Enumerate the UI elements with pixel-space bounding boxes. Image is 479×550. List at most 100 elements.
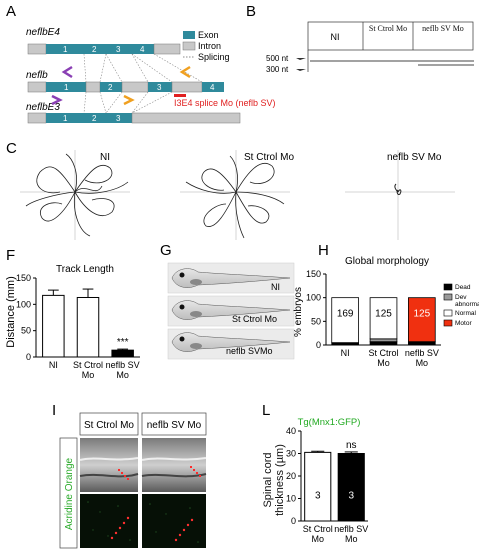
exon-box	[46, 44, 84, 54]
y-tick-label: 0	[26, 352, 31, 362]
intron-segment	[85, 81, 101, 93]
exon-box	[132, 44, 154, 54]
marker-300: 300 nt	[266, 65, 289, 74]
legend-swatch	[443, 319, 453, 327]
morpholino-target-mark	[174, 94, 186, 97]
panel-f-track-length-chart: Track Length Distance (mm) 0 50 100 150 NI St…	[5, 264, 140, 380]
marker-500: 500 nt	[266, 54, 289, 63]
panel-label-g: G	[160, 242, 172, 259]
legend-label: Dead	[455, 284, 471, 291]
n-label: 3	[348, 491, 354, 502]
y-tick-label: 50	[21, 326, 31, 336]
track-plot-neflb-sv	[345, 150, 455, 240]
exon-number: 4	[140, 45, 145, 54]
legend-label-exon: Exon	[198, 30, 219, 40]
bar-segment	[331, 297, 359, 344]
legend-swatch-exon	[183, 31, 195, 39]
y-tick-label: 0	[291, 516, 296, 526]
exon-number: 1	[63, 45, 68, 54]
y-tick-label: 150	[306, 269, 321, 279]
x-tick-label: St Ctrol Mo	[73, 360, 103, 380]
n-label: 125	[375, 309, 392, 320]
y-tick-label: 30	[286, 449, 296, 459]
utr-segment	[153, 43, 181, 55]
exon-number: 3	[116, 45, 121, 54]
bar	[111, 349, 134, 358]
panel-c-tracks: NI St Ctrol Mo neflb SV	[20, 150, 455, 240]
exon-number: 1	[63, 114, 68, 123]
brightfield-image-st-ctrol	[79, 438, 139, 492]
reverse-primer-purple-icon	[61, 65, 73, 79]
panel-label-i: I	[52, 402, 56, 419]
intron-segment	[171, 81, 203, 93]
transcript-name-neflb: neflb	[26, 70, 48, 81]
chart-title: Tg(Mnx1:GFP)	[298, 417, 361, 428]
column-label-neflb-sv: neflb SV Mo	[147, 420, 202, 431]
exon-box	[106, 113, 132, 123]
panel-label-f: F	[6, 247, 15, 264]
exon-number: 1	[64, 83, 69, 92]
track-plot-st-ctrol	[180, 150, 290, 240]
track-label-neflb-sv: neflb SV Mo	[387, 152, 442, 163]
track-label-ni: NI	[100, 152, 110, 163]
track-label-st-ctrol: St Ctrol Mo	[244, 152, 294, 163]
exon-number: 3	[157, 83, 162, 92]
panel-label-b: B	[246, 3, 256, 20]
embryo-label-ni: NI	[271, 282, 280, 292]
bar	[304, 451, 332, 522]
y-tick-label: 20	[286, 471, 296, 481]
y-tick-label: 50	[311, 316, 321, 326]
panel-label-c: C	[6, 140, 17, 157]
panel-label-h: H	[318, 242, 329, 259]
significance-label: ***	[117, 337, 129, 348]
exon-box	[84, 113, 106, 123]
x-tick-label: NI	[49, 360, 58, 370]
bar-segment	[369, 338, 398, 343]
significance-label: ns	[346, 440, 357, 451]
gel-lane-neflb-sv: neflb SV Mo	[422, 24, 464, 33]
row-label-acridine-orange: Acridine Orange	[64, 457, 75, 530]
panel-l-spinal-cord-chart: Tg(Mnx1:GFP) Spinal cord thickness (µm) …	[262, 417, 368, 544]
gel-header	[307, 21, 474, 51]
column-label-st-ctrol: St Ctrol Mo	[84, 420, 134, 431]
exon-box	[202, 82, 224, 92]
exon-number: 3	[116, 114, 121, 123]
utr-segment	[27, 43, 47, 55]
panel-g-embryo-images: NI St Ctrol Mo neflb SVMo	[167, 262, 295, 360]
intron-segment	[121, 81, 149, 93]
n-label: 169	[337, 309, 354, 320]
utr-segment	[27, 81, 47, 93]
exon-box	[84, 44, 106, 54]
exon-box	[46, 82, 86, 92]
panel-h-global-morphology-chart: Global morphology % embryos 0 50 100 150 169…	[293, 256, 479, 368]
exon-number: 2	[108, 83, 113, 92]
legend-label: Motor	[455, 320, 472, 327]
reverse-primer-orange-icon	[179, 65, 191, 79]
chart-title: Global morphology	[345, 256, 429, 267]
panel-i-microscopy: St Ctrol Mo neflb SV Mo Acridine Orange	[59, 412, 207, 549]
bar-segment	[369, 297, 398, 340]
gel-lane-ni: NI	[331, 32, 340, 42]
y-tick-label: 100	[16, 299, 31, 309]
bar	[76, 296, 100, 358]
bar	[42, 294, 65, 358]
fluorescence-image-st-ctrol	[80, 494, 138, 548]
chart-title: Track Length	[56, 264, 114, 275]
x-tick-label: neflb SV Mo	[106, 360, 140, 380]
transcript-name-neflbe4: neflbE4	[26, 27, 60, 38]
legend-swatch-intron	[182, 41, 196, 51]
splicing-lines	[83, 53, 203, 114]
embryo-image-ni	[167, 262, 295, 294]
legend-label-splicing: Splicing	[198, 52, 230, 62]
n-label: 125	[413, 309, 430, 320]
fluorescence-image-neflb-sv	[142, 494, 206, 548]
exon-box	[100, 82, 122, 92]
exon-box	[106, 44, 132, 54]
y-tick-label: 100	[306, 293, 321, 303]
x-tick-label: neflb SV Mo	[405, 348, 439, 368]
legend-label-intron: Intron	[198, 41, 221, 51]
utr-segment	[131, 112, 241, 124]
utr-segment	[27, 112, 47, 124]
legend-swatch	[443, 293, 453, 301]
